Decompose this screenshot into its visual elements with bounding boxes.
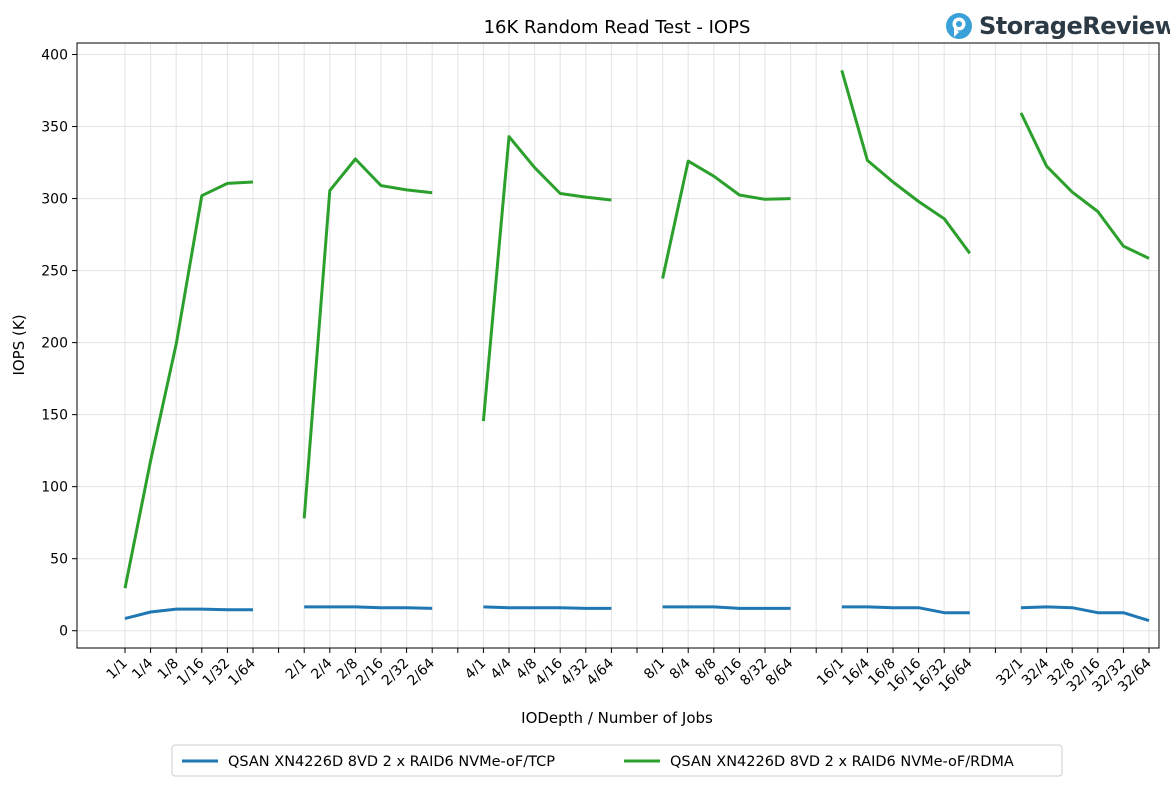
y-tick-label: 300: [41, 192, 68, 208]
y-tick-label: 400: [41, 48, 68, 64]
storagereview-logo: StorageReview: [945, 8, 1170, 44]
plot-frame: [76, 42, 1160, 649]
x-tick-label: 8/1: [641, 656, 668, 683]
y-tick-label: 100: [41, 480, 68, 496]
x-axis: 1/11/41/81/161/321/64 2/12/42/82/162/322/…: [104, 648, 1155, 695]
x-tick-label: 2/4: [308, 655, 335, 682]
x-tick-label: 8/64: [763, 655, 797, 689]
y-tick-label: 350: [41, 120, 68, 136]
x-tick-label: 2/16: [353, 655, 387, 689]
x-tick-label: 32/1: [993, 656, 1027, 690]
storagereview-logo-icon: [946, 13, 972, 39]
x-tick-label: 1/1: [104, 656, 131, 683]
chart-title: 16K Random Read Test - IOPS: [484, 17, 751, 38]
y-tick-label: 0: [59, 624, 68, 640]
x-tick-label: 2/64: [404, 655, 438, 689]
y-axis: 0 50 100 150 200 250 300 350 400: [41, 48, 77, 640]
legend: QSAN XN4226D 8VD 2 x RAID6 NVMe-oF/TCP Q…: [171, 744, 1063, 777]
x-tick-label: 4/4: [488, 655, 515, 682]
x-tick-label: 1/4: [129, 655, 156, 682]
x-tick-label: 2/1: [283, 656, 310, 683]
x-tick-label: 8/16: [712, 655, 746, 689]
y-tick-label: 250: [41, 264, 68, 280]
series-layer: [123, 69, 1150, 623]
y-tick-label: 200: [41, 336, 68, 352]
legend-box: [171, 744, 1063, 777]
y-tick-label: 150: [41, 408, 68, 424]
x-tick-label: 8/4: [667, 655, 694, 682]
x-tick-label: 1/64: [225, 655, 259, 689]
x-tick-label: 16/4: [840, 655, 874, 689]
x-tick-label: 4/16: [532, 655, 566, 689]
x-tick-label: 4/1: [462, 656, 489, 683]
grid: [77, 43, 1159, 648]
y-tick-label: 50: [50, 552, 68, 568]
legend-label-rdma: QSAN XN4226D 8VD 2 x RAID6 NVMe-oF/RDMA: [670, 754, 1014, 770]
x-tick-label: 4/64: [584, 655, 618, 689]
x-axis-label: IODepth / Number of Jobs: [521, 709, 713, 727]
x-tick-label: 8/32: [737, 656, 771, 690]
logo-text: StorageReview: [979, 12, 1170, 40]
x-tick-label: 4/32: [558, 656, 592, 690]
series-line-0: [124, 605, 1150, 623]
y-axis-label: IOPS (K): [10, 314, 28, 375]
x-tick-label: 1/32: [200, 656, 234, 690]
legend-label-tcp: QSAN XN4226D 8VD 2 x RAID6 NVMe-oF/TCP: [228, 754, 555, 770]
x-tick-label: 32/4: [1019, 655, 1053, 689]
x-tick-label: 16/1: [814, 656, 848, 690]
x-tick-label: 1/16: [174, 655, 208, 689]
series-line-1: [123, 69, 1150, 589]
x-tick-label: 2/32: [379, 656, 413, 690]
